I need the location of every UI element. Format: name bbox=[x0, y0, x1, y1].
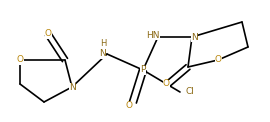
Text: O: O bbox=[45, 30, 52, 39]
Text: N: N bbox=[69, 82, 75, 92]
Text: HN: HN bbox=[146, 30, 160, 40]
Text: H: H bbox=[100, 40, 106, 49]
Text: O: O bbox=[16, 56, 23, 65]
Text: P: P bbox=[140, 66, 146, 75]
Text: O: O bbox=[163, 80, 170, 88]
Text: O: O bbox=[126, 102, 133, 111]
Text: N: N bbox=[191, 32, 197, 41]
Text: Cl: Cl bbox=[185, 87, 194, 97]
Text: O: O bbox=[214, 56, 221, 65]
Text: N: N bbox=[100, 50, 106, 59]
